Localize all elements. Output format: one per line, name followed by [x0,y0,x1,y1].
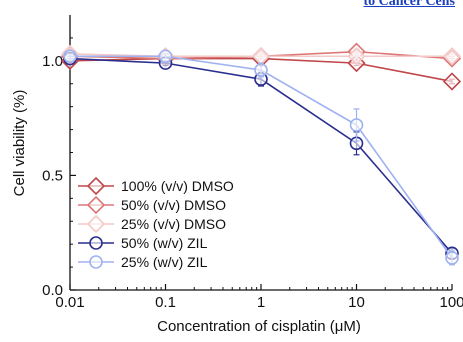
data-point [63,49,77,64]
x-tick-label: 1 [257,294,265,311]
legend-label: 50% (v/v) DMSO [121,197,226,213]
legend-marker [89,255,103,269]
legend-marker [86,176,106,196]
legend-entry: 50% (v/v) DMSO [78,195,226,215]
series-layer [60,42,462,266]
x-axis-label: Concentration of cisplatin (μM) [157,318,361,335]
legend-label: 100% (v/v) DMSO [121,178,234,194]
legend-marker [89,236,103,250]
legend-entry: 25% (v/v) DMSO [78,214,226,234]
legend: 100% (v/v) DMSO 50% (v/v) DMSO 25% (v/v) D… [78,176,234,270]
legend-entry: 100% (v/v) DMSO [78,176,234,196]
x-tick-label: 10 [348,294,365,311]
data-point [254,63,268,77]
header-link[interactable]: to Cancer Cells [363,0,456,9]
legend-marker [86,214,106,234]
data-point [347,47,366,66]
y-tick-label: 0.5 [42,167,63,184]
data-point [158,49,173,64]
data-point [445,251,459,265]
series-4 [63,49,459,266]
legend-label: 50% (w/v) ZIL [121,235,208,251]
y-tick-label: 0.0 [42,282,63,299]
data-point [442,47,462,66]
y-tick-label: 1.0 [42,53,63,70]
x-tick-label: 0.01 [55,294,84,311]
x-tick-label: 100 [439,294,463,311]
legend-label: 25% (w/v) ZIL [121,254,208,270]
legend-entry: 50% (w/v) ZIL [78,235,208,251]
legend-label: 25% (v/v) DMSO [121,216,226,232]
legend-marker [86,195,106,215]
x-tick-label: 0.1 [155,294,176,311]
axes-layer: 0.0 0.5 1.0 0.01 0.1 1 10 100 [42,15,463,311]
data-point [442,72,462,91]
y-axis-label: Cell viability (%) [11,90,28,197]
data-point [349,118,364,132]
legend-entry: 25% (w/v) ZIL [78,254,208,270]
